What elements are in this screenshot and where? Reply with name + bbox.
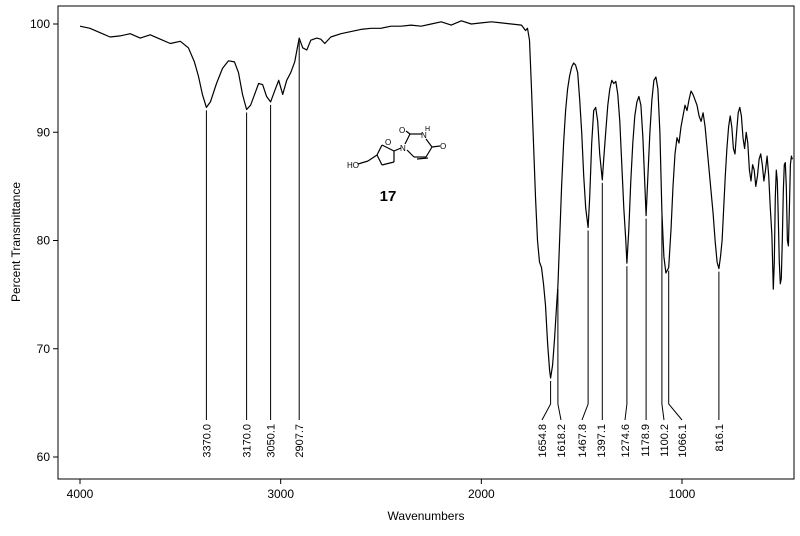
peak-label: 1066.1: [677, 424, 689, 458]
atom-label-n3: N: [421, 131, 427, 140]
atom-label-o2: O: [399, 126, 405, 135]
y-tick-label: 80: [37, 234, 51, 248]
y-tick-label: 70: [37, 342, 51, 356]
x-axis-label: Wavenumbers: [388, 509, 465, 523]
peak-label: 1397.1: [596, 424, 608, 458]
peak-label: 1654.8: [537, 424, 549, 458]
x-tick-label: 1000: [669, 487, 696, 501]
y-tick-label: 60: [37, 450, 51, 464]
peak-label: 1100.2: [659, 424, 671, 457]
x-tick-label: 4000: [67, 487, 94, 501]
x-tick-label: 3000: [267, 487, 294, 501]
y-tick-label: 100: [30, 17, 50, 31]
peak-label: 1178.9: [640, 424, 652, 457]
peak-label: 1274.6: [620, 424, 632, 458]
peak-label: 3370.0: [201, 424, 213, 458]
spectrum-line: [79, 20, 793, 379]
axis-ticks: 4000 3000 2000 1000 60 70 80 90 100: [30, 17, 696, 501]
peak-label: 3050.1: [266, 424, 278, 458]
peak-label: 3170.0: [242, 424, 254, 458]
peak-label: 1618.2: [556, 424, 568, 458]
peak-marker-line: [661, 215, 665, 421]
peak-marker-line: [624, 266, 628, 421]
compound-number: 17: [380, 188, 397, 205]
molecule-structure: [357, 130, 441, 166]
peak-marker-line: [557, 289, 562, 421]
atom-label-ring-oxygen: O: [385, 138, 391, 147]
plot-frame: [57, 5, 795, 480]
peak-label: 2907.7: [294, 424, 306, 458]
y-tick-label: 90: [37, 125, 51, 139]
atom-label-ho: HO: [347, 161, 359, 170]
peak-marker-line: [581, 230, 589, 421]
peak-label: 1467.8: [577, 424, 589, 458]
atom-label-o4: O: [440, 142, 446, 151]
atom-label-h3: H: [425, 126, 430, 133]
peak-marker-line: [541, 381, 552, 421]
x-tick-label: 2000: [468, 487, 495, 501]
peak-markers: 3370.0 3170.0 3050.1 2907.7 1654.8 1618.2 1467…: [201, 41, 726, 458]
peak-label: 816.1: [714, 424, 726, 452]
peak-marker-line: [668, 270, 683, 421]
atom-label-n1: N: [400, 144, 406, 153]
y-axis-label: Percent Transmittance: [9, 182, 23, 302]
